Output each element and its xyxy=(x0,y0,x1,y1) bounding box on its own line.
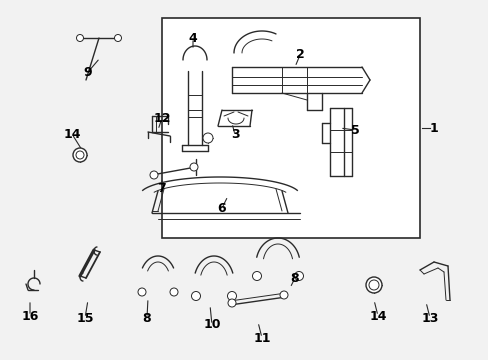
Circle shape xyxy=(170,288,178,296)
Circle shape xyxy=(73,148,87,162)
Text: 8: 8 xyxy=(290,271,299,284)
Circle shape xyxy=(368,280,378,290)
Circle shape xyxy=(203,133,213,143)
Circle shape xyxy=(190,163,198,171)
Text: 4: 4 xyxy=(188,31,197,45)
Text: 8: 8 xyxy=(142,311,151,324)
Circle shape xyxy=(280,291,287,299)
Circle shape xyxy=(76,151,84,159)
Circle shape xyxy=(114,35,121,41)
Text: 14: 14 xyxy=(368,310,386,323)
Text: 6: 6 xyxy=(217,202,226,215)
Text: 10: 10 xyxy=(203,319,220,332)
Text: 3: 3 xyxy=(230,129,239,141)
Circle shape xyxy=(191,292,200,301)
Text: 14: 14 xyxy=(63,127,81,140)
Text: 13: 13 xyxy=(421,311,438,324)
Bar xyxy=(162,18,419,238)
Circle shape xyxy=(150,171,158,179)
Circle shape xyxy=(227,299,236,307)
Text: 5: 5 xyxy=(350,123,359,136)
Circle shape xyxy=(76,35,83,41)
Text: 11: 11 xyxy=(253,332,270,345)
Text: 12: 12 xyxy=(153,112,170,125)
Circle shape xyxy=(365,277,381,293)
Text: 1: 1 xyxy=(429,122,438,135)
Circle shape xyxy=(252,271,261,280)
Circle shape xyxy=(138,288,146,296)
Text: 7: 7 xyxy=(157,181,166,194)
Circle shape xyxy=(294,271,303,280)
Text: 2: 2 xyxy=(295,49,304,62)
Circle shape xyxy=(227,292,236,301)
Text: 15: 15 xyxy=(76,311,94,324)
Text: 16: 16 xyxy=(21,310,39,323)
Text: 9: 9 xyxy=(83,66,92,78)
